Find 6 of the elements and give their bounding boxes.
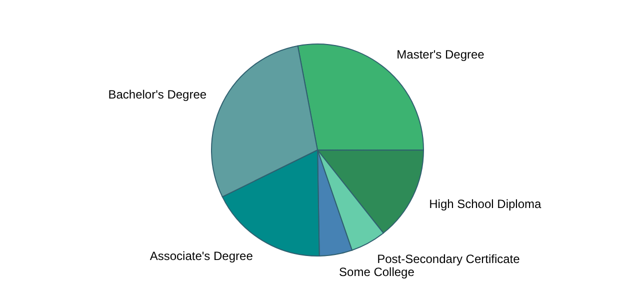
slice-label: Bachelor's Degree xyxy=(108,88,207,102)
slice-label: High School Diploma xyxy=(429,197,542,212)
slice-label: Post-Secondary Certificate xyxy=(377,252,520,266)
slice-label: Some College xyxy=(339,265,415,280)
slice-label: Master's Degree xyxy=(396,48,485,62)
slice-label: Associate's Degree xyxy=(150,248,254,263)
